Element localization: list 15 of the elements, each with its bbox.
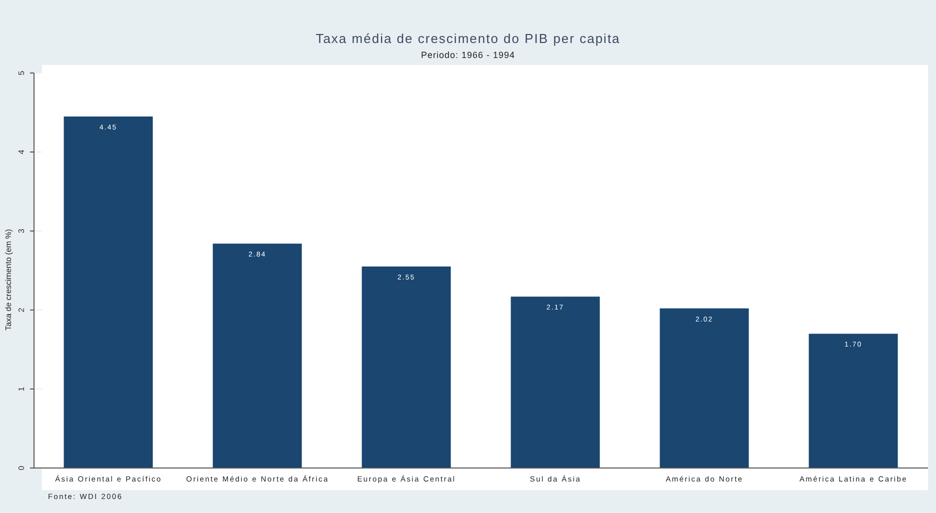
y-axis-title: Taxa de crescimento (em %) <box>4 228 13 330</box>
bar <box>212 244 302 468</box>
bar <box>808 334 898 468</box>
y-tick-label: 4 <box>17 149 26 154</box>
bar <box>64 116 153 468</box>
y-tick-label: 5 <box>17 70 26 76</box>
y-tick-label: 2 <box>17 307 26 312</box>
chart-subtitle: Periodo: 1966 - 1994 <box>420 50 516 60</box>
bar <box>510 296 600 468</box>
y-tick-label: 1 <box>17 386 26 392</box>
bar <box>362 266 451 468</box>
y-tick-label: 3 <box>17 228 26 234</box>
chart-title: Taxa média de crescimento do PIB per capita <box>314 31 622 46</box>
bar <box>660 308 749 468</box>
y-tick-label: 0 <box>17 465 26 470</box>
